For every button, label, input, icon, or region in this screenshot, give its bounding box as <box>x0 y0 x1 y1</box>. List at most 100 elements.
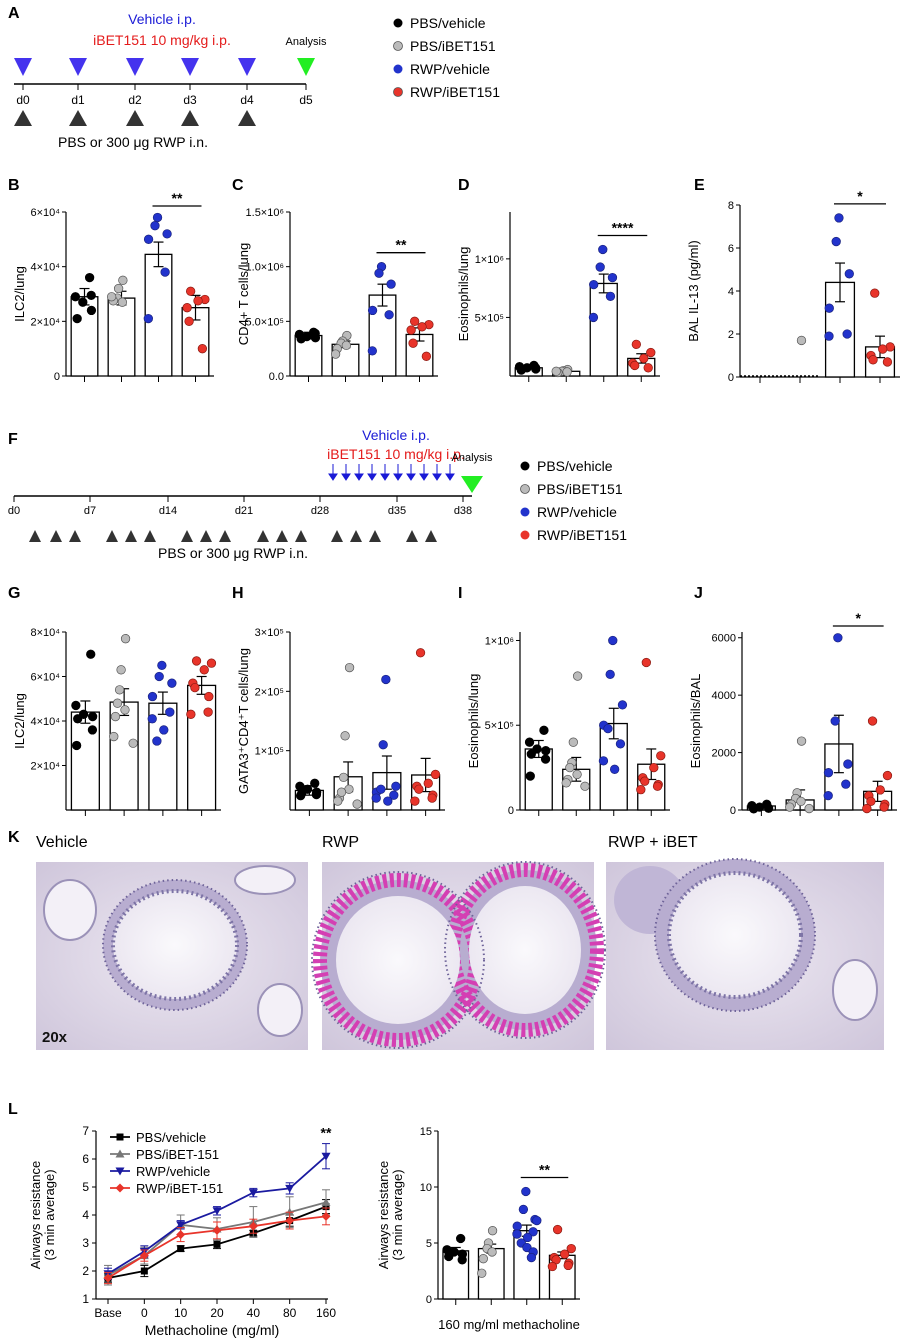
data-point <box>344 662 355 673</box>
data-point <box>374 268 384 278</box>
histology-label-0: Vehicle <box>36 834 88 851</box>
data-point <box>389 790 399 800</box>
day-label-f-3: d21 <box>235 505 253 517</box>
vehicle-label-a: Vehicle i.p. <box>128 11 196 27</box>
data-point <box>580 781 590 791</box>
day-label-a-5: d5 <box>299 93 313 107</box>
data-point <box>824 331 834 341</box>
y-tick-label: 0 <box>728 372 734 384</box>
panel-letter-f: F <box>8 431 18 448</box>
data-point <box>408 338 418 348</box>
legend-a-label-2: RWP/vehicle <box>410 61 490 77</box>
day-label-f-1: d7 <box>84 505 96 517</box>
data-point <box>862 803 872 814</box>
challenge-marker-a-2 <box>126 110 144 126</box>
data-point <box>310 328 320 339</box>
data-point <box>376 784 386 794</box>
legend-l-item: RWP/iBET-151 <box>110 1181 223 1196</box>
data-point <box>118 275 128 285</box>
data-point <box>391 781 401 791</box>
y-axis-label: Airways resistance <box>376 1161 391 1269</box>
data-point <box>378 740 388 750</box>
data-point <box>106 292 117 302</box>
marker-down-triangle <box>321 1152 331 1161</box>
data-point <box>427 793 437 803</box>
data-point <box>414 784 424 794</box>
data-point <box>521 1186 531 1197</box>
legend-l-label: RWP/vehicle <box>136 1164 210 1179</box>
legend-l-item: PBS/vehicle <box>110 1130 206 1145</box>
data-point <box>824 303 834 313</box>
data-point <box>823 768 834 778</box>
data-point <box>191 656 202 666</box>
marker-diamond <box>176 1230 186 1240</box>
bar <box>107 297 136 377</box>
marker-square <box>140 1267 148 1275</box>
y-tick-label: 3×10⁵ <box>255 627 284 639</box>
data-point <box>605 669 615 680</box>
day-label-f-4: d28 <box>311 505 329 517</box>
marker-diamond <box>103 1273 113 1283</box>
data-point <box>882 770 893 781</box>
data-point <box>117 297 127 307</box>
series-3 <box>103 1207 331 1285</box>
significance-label: **** <box>612 219 634 235</box>
legend-a-label-1: PBS/iBET151 <box>410 38 496 54</box>
data-point <box>71 740 82 751</box>
x-axis-label: Methacholine (mg/ml) <box>145 1322 280 1338</box>
y-axis-label: (3 min average) <box>42 1169 57 1260</box>
analysis-label-f: Analysis <box>452 452 493 464</box>
data-point <box>636 785 646 795</box>
data-point <box>595 262 605 272</box>
data-point <box>566 1243 576 1254</box>
data-point <box>568 737 578 747</box>
challenge-marker-a-4 <box>238 110 256 126</box>
x-tick-label: 0 <box>141 1306 148 1320</box>
data-point <box>882 357 893 367</box>
data-point <box>528 1227 538 1237</box>
data-point <box>539 725 549 735</box>
data-point <box>540 754 551 764</box>
data-point <box>186 709 196 719</box>
chart-l-left: 1 2 3 4 5 6 7 Base 0 10 20 40 80 160 Airways resistanc… <box>28 1124 336 1338</box>
data-point <box>562 367 572 377</box>
data-point <box>184 316 194 326</box>
y-axis-label: CD4+ T cells/lung <box>236 243 251 346</box>
y-tick-label: 0 <box>54 371 60 383</box>
marker-diamond <box>285 1216 295 1226</box>
data-point <box>120 705 130 715</box>
data-point <box>87 725 98 735</box>
data-point <box>866 796 876 807</box>
legend-f-marker-2 <box>520 507 530 517</box>
data-point <box>879 802 889 812</box>
panel-letter-l: L <box>8 1101 18 1118</box>
legend-a: PBS/vehicle PBS/iBET151 RWP/vehicle RWP/… <box>393 15 500 100</box>
data-point <box>185 286 196 296</box>
data-point <box>384 310 394 320</box>
day-ticks-f <box>13 496 464 502</box>
y-axis-label: Airways resistance <box>28 1161 43 1269</box>
data-point <box>352 799 362 809</box>
y-axis-label: (3 min average) <box>390 1169 405 1260</box>
data-point <box>336 787 347 797</box>
data-point <box>842 329 852 339</box>
marker-down-triangle <box>115 1167 125 1176</box>
data-point <box>333 796 343 806</box>
data-point <box>84 272 95 283</box>
day-label-a-0: d0 <box>16 93 30 107</box>
data-point <box>341 340 351 351</box>
data-point <box>518 1204 529 1215</box>
data-point <box>547 1261 558 1272</box>
data-point <box>565 762 575 773</box>
data-point <box>295 791 306 801</box>
data-point <box>367 305 378 316</box>
data-point <box>522 1242 532 1253</box>
y-tick-label: 15 <box>420 1126 432 1138</box>
legend-f-label-3: RWP/iBET151 <box>537 527 627 543</box>
x-tick-label: 160 <box>316 1306 336 1320</box>
data-point <box>524 737 535 747</box>
legend-l-label: PBS/iBET-151 <box>136 1147 219 1162</box>
data-point <box>478 1254 488 1264</box>
data-point <box>160 267 170 277</box>
y-axis-label: Eosinophils/BAL <box>688 674 703 769</box>
